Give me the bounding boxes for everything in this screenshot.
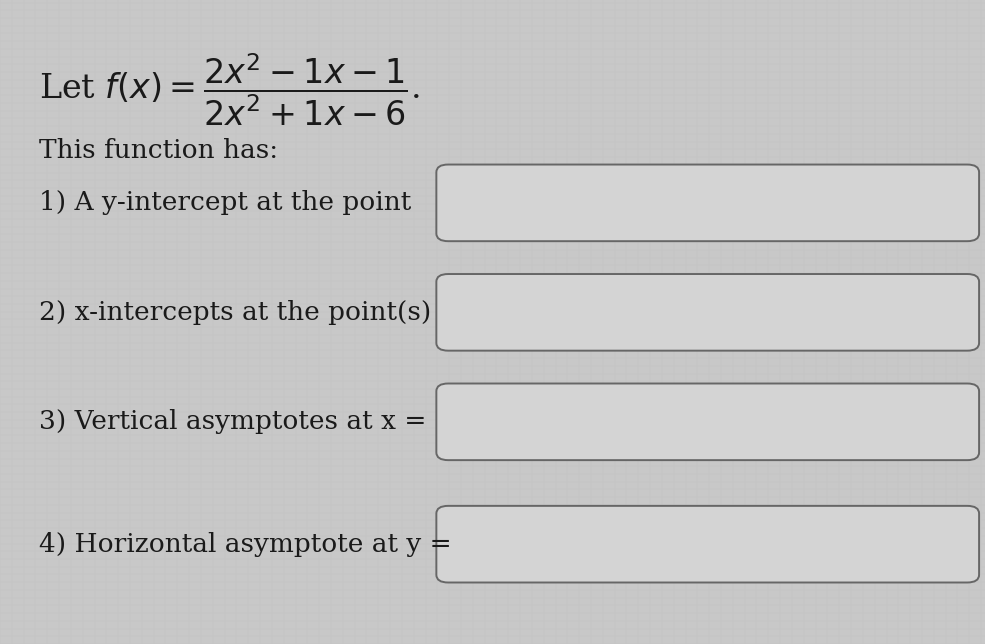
Text: 1) A y-intercept at the point: 1) A y-intercept at the point (39, 191, 412, 215)
Text: Let $f(x) = \dfrac{2x^2 - 1x - 1}{2x^2 + 1x - 6}$.: Let $f(x) = \dfrac{2x^2 - 1x - 1}{2x^2 +… (39, 52, 420, 128)
FancyBboxPatch shape (436, 165, 979, 241)
Text: This function has:: This function has: (39, 138, 279, 164)
Text: 3) Vertical asymptotes at x =: 3) Vertical asymptotes at x = (39, 410, 427, 434)
Text: 4) Horizontal asymptote at y =: 4) Horizontal asymptote at y = (39, 532, 452, 556)
FancyBboxPatch shape (436, 274, 979, 350)
FancyBboxPatch shape (436, 506, 979, 582)
FancyBboxPatch shape (436, 384, 979, 460)
Text: 2) x-intercepts at the point(s): 2) x-intercepts at the point(s) (39, 300, 431, 325)
